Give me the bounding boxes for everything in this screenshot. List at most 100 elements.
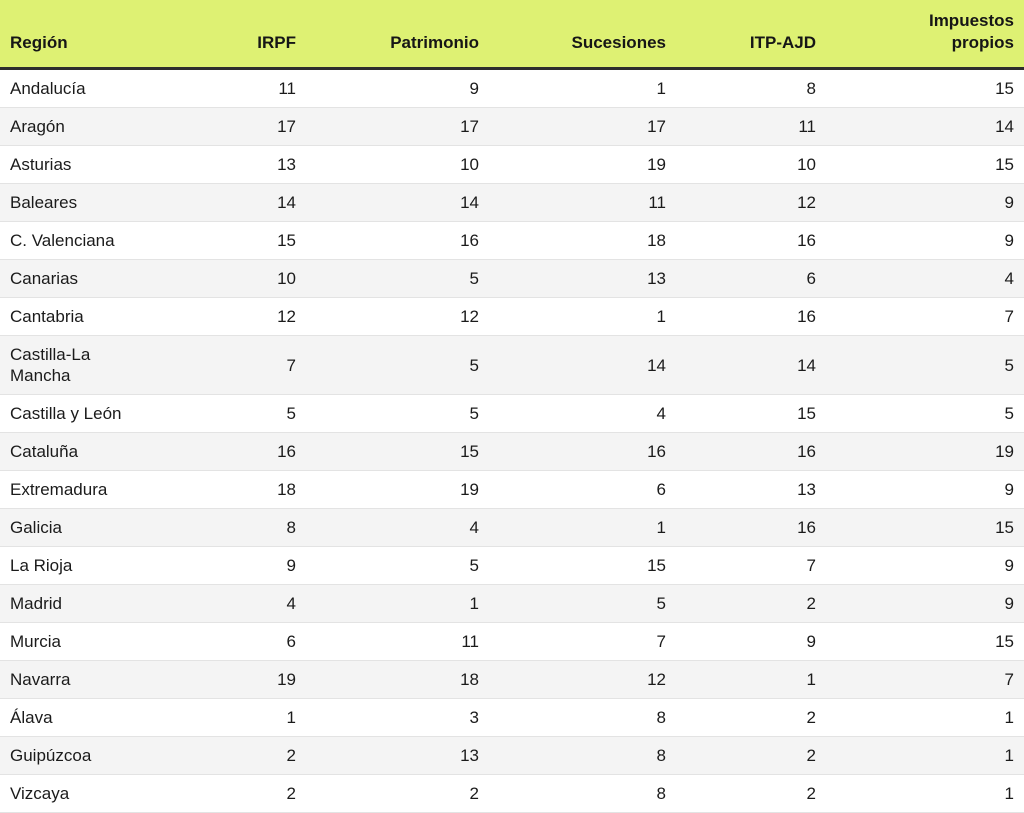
value-cell-patrimonio: 1 <box>306 584 489 623</box>
value-cell-irpf: 15 <box>165 221 306 260</box>
table-row: La Rioja 9 5 15 7 9 <box>0 546 1024 585</box>
value-cell-impuestos-propios: 7 <box>826 660 1024 699</box>
region-cell: La Rioja <box>0 546 165 585</box>
value-cell-patrimonio: 16 <box>306 221 489 260</box>
value-cell-itp-ajd: 12 <box>676 183 826 222</box>
value-cell-itp-ajd: 16 <box>676 432 826 471</box>
region-cell: Cataluña <box>0 432 165 471</box>
value-cell-impuestos-propios: 9 <box>826 546 1024 585</box>
value-cell-irpf: 11 <box>165 68 306 108</box>
value-cell-patrimonio: 15 <box>306 432 489 471</box>
column-header-label: Impuestos propios <box>928 11 1014 52</box>
region-cell: Castilla y León <box>0 394 165 433</box>
region-cell: Canarias <box>0 259 165 298</box>
column-header-irpf: IRPF <box>165 0 306 70</box>
region-cell: Guipúzcoa <box>0 736 165 775</box>
value-cell-impuestos-propios: 15 <box>826 622 1024 661</box>
table-row: Asturias 13 10 19 10 15 <box>0 145 1024 184</box>
table-row: Galicia 8 4 1 16 15 <box>0 508 1024 547</box>
value-cell-irpf: 19 <box>165 660 306 699</box>
column-header-regi-n: Región <box>0 0 165 70</box>
region-cell: Navarra <box>0 660 165 699</box>
value-cell-impuestos-propios: 19 <box>826 432 1024 471</box>
column-header-patrimonio: Patrimonio <box>306 0 489 70</box>
value-cell-impuestos-propios: 14 <box>826 107 1024 146</box>
region-cell: Galicia <box>0 508 165 547</box>
table-body: Andalucía 11 9 1 8 15 Aragón 17 17 17 11 14 Asturias… <box>0 68 1024 813</box>
region-cell: Castilla-La Mancha <box>0 335 165 395</box>
value-cell-itp-ajd: 16 <box>676 297 826 336</box>
table-row: Madrid 4 1 5 2 9 <box>0 584 1024 623</box>
region-cell: Asturias <box>0 145 165 184</box>
value-cell-patrimonio: 5 <box>306 546 489 585</box>
table-row: Baleares 14 14 11 12 9 <box>0 183 1024 222</box>
value-cell-irpf: 8 <box>165 508 306 547</box>
value-cell-irpf: 17 <box>165 107 306 146</box>
value-cell-patrimonio: 5 <box>306 335 489 395</box>
value-cell-irpf: 12 <box>165 297 306 336</box>
value-cell-sucesiones: 7 <box>489 622 676 661</box>
value-cell-itp-ajd: 2 <box>676 736 826 775</box>
value-cell-sucesiones: 11 <box>489 183 676 222</box>
value-cell-itp-ajd: 11 <box>676 107 826 146</box>
value-cell-impuestos-propios: 1 <box>826 698 1024 737</box>
table-row: Canarias 10 5 13 6 4 <box>0 259 1024 298</box>
value-cell-impuestos-propios: 1 <box>826 736 1024 775</box>
value-cell-sucesiones: 6 <box>489 470 676 509</box>
value-cell-sucesiones: 1 <box>489 68 676 108</box>
table-row: Cataluña 16 15 16 16 19 <box>0 432 1024 471</box>
table-row: Andalucía 11 9 1 8 15 <box>0 68 1024 108</box>
value-cell-itp-ajd: 15 <box>676 394 826 433</box>
value-cell-sucesiones: 4 <box>489 394 676 433</box>
header-row: Región IRPF Patrimonio Sucesiones ITP-AJD Imp… <box>0 0 1024 70</box>
value-cell-itp-ajd: 13 <box>676 470 826 509</box>
value-cell-patrimonio: 12 <box>306 297 489 336</box>
region-cell: Andalucía <box>0 68 165 108</box>
table-row: Extremadura 18 19 6 13 9 <box>0 470 1024 509</box>
column-header-itp-ajd: ITP-AJD <box>676 0 826 70</box>
value-cell-sucesiones: 5 <box>489 584 676 623</box>
table-row: Navarra 19 18 12 1 7 <box>0 660 1024 699</box>
column-header-impuestos-propios: Impuestos propios <box>826 0 1024 70</box>
value-cell-impuestos-propios: 15 <box>826 508 1024 547</box>
value-cell-irpf: 1 <box>165 698 306 737</box>
value-cell-patrimonio: 17 <box>306 107 489 146</box>
value-cell-irpf: 5 <box>165 394 306 433</box>
table-row: Castilla y León 5 5 4 15 5 <box>0 394 1024 433</box>
value-cell-patrimonio: 3 <box>306 698 489 737</box>
value-cell-sucesiones: 15 <box>489 546 676 585</box>
value-cell-impuestos-propios: 4 <box>826 259 1024 298</box>
table-row: Álava 1 3 8 2 1 <box>0 698 1024 737</box>
value-cell-itp-ajd: 1 <box>676 660 826 699</box>
value-cell-impuestos-propios: 9 <box>826 183 1024 222</box>
value-cell-impuestos-propios: 9 <box>826 470 1024 509</box>
value-cell-itp-ajd: 2 <box>676 698 826 737</box>
value-cell-sucesiones: 16 <box>489 432 676 471</box>
value-cell-irpf: 14 <box>165 183 306 222</box>
value-cell-patrimonio: 5 <box>306 259 489 298</box>
value-cell-impuestos-propios: 5 <box>826 335 1024 395</box>
value-cell-irpf: 10 <box>165 259 306 298</box>
region-cell: Madrid <box>0 584 165 623</box>
column-header-label: Sucesiones <box>571 33 667 52</box>
value-cell-irpf: 7 <box>165 335 306 395</box>
table-row: Cantabria 12 12 1 16 7 <box>0 297 1024 336</box>
value-cell-patrimonio: 13 <box>306 736 489 775</box>
value-cell-impuestos-propios: 15 <box>826 145 1024 184</box>
value-cell-irpf: 16 <box>165 432 306 471</box>
value-cell-irpf: 9 <box>165 546 306 585</box>
value-cell-irpf: 18 <box>165 470 306 509</box>
value-cell-irpf: 2 <box>165 736 306 775</box>
value-cell-itp-ajd: 16 <box>676 508 826 547</box>
value-cell-itp-ajd: 10 <box>676 145 826 184</box>
value-cell-patrimonio: 10 <box>306 145 489 184</box>
region-cell: C. Valenciana <box>0 221 165 260</box>
value-cell-itp-ajd: 8 <box>676 68 826 108</box>
value-cell-sucesiones: 1 <box>489 297 676 336</box>
table-row: C. Valenciana 15 16 18 16 9 <box>0 221 1024 260</box>
value-cell-sucesiones: 17 <box>489 107 676 146</box>
table-row: Murcia 6 11 7 9 15 <box>0 622 1024 661</box>
region-cell: Álava <box>0 698 165 737</box>
value-cell-sucesiones: 12 <box>489 660 676 699</box>
value-cell-impuestos-propios: 7 <box>826 297 1024 336</box>
